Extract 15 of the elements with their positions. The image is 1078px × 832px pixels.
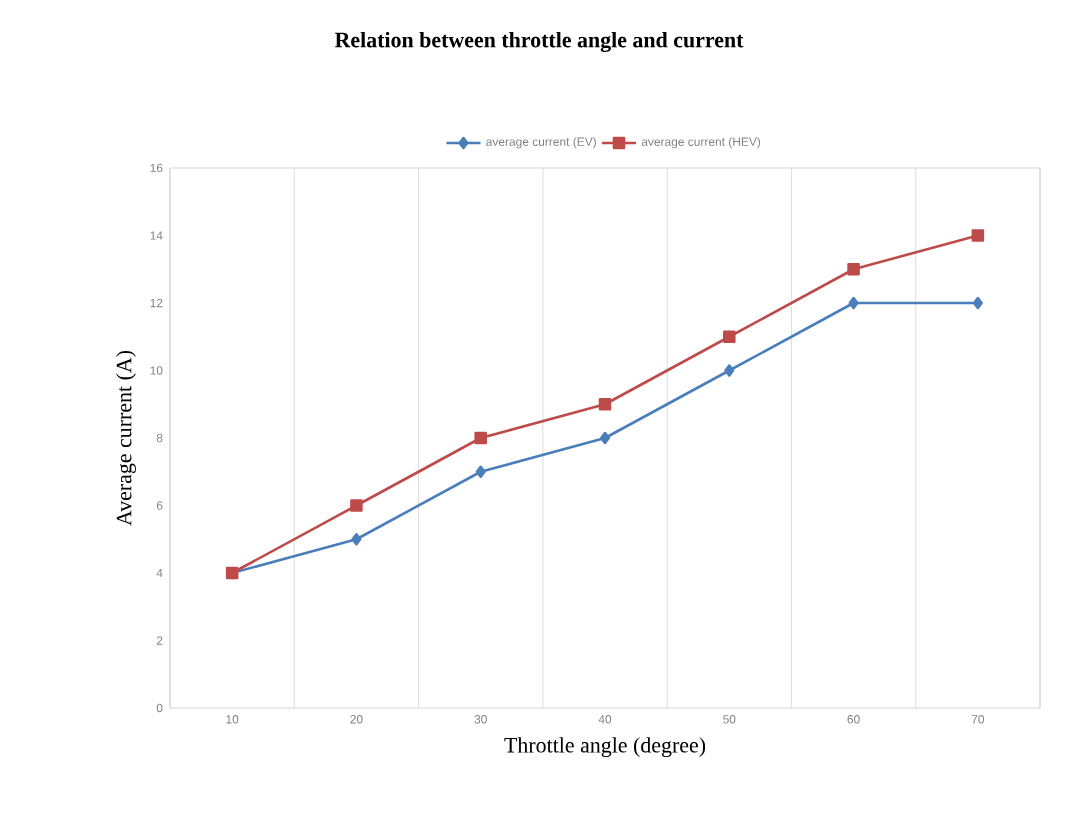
point	[971, 229, 985, 242]
point	[599, 431, 611, 445]
point	[724, 364, 735, 377]
point	[972, 296, 983, 310]
point	[474, 431, 487, 445]
y-axis-title: Average current (A)	[116, 350, 136, 526]
point	[848, 296, 859, 310]
point	[475, 465, 486, 479]
point	[351, 532, 362, 546]
x-axis-title: Throttle angle (degree)	[504, 737, 706, 758]
chart-title: Relation between throttle angle and current	[334, 31, 744, 53]
point	[847, 262, 860, 276]
point	[723, 330, 736, 344]
point	[350, 499, 363, 512]
point	[598, 397, 612, 411]
